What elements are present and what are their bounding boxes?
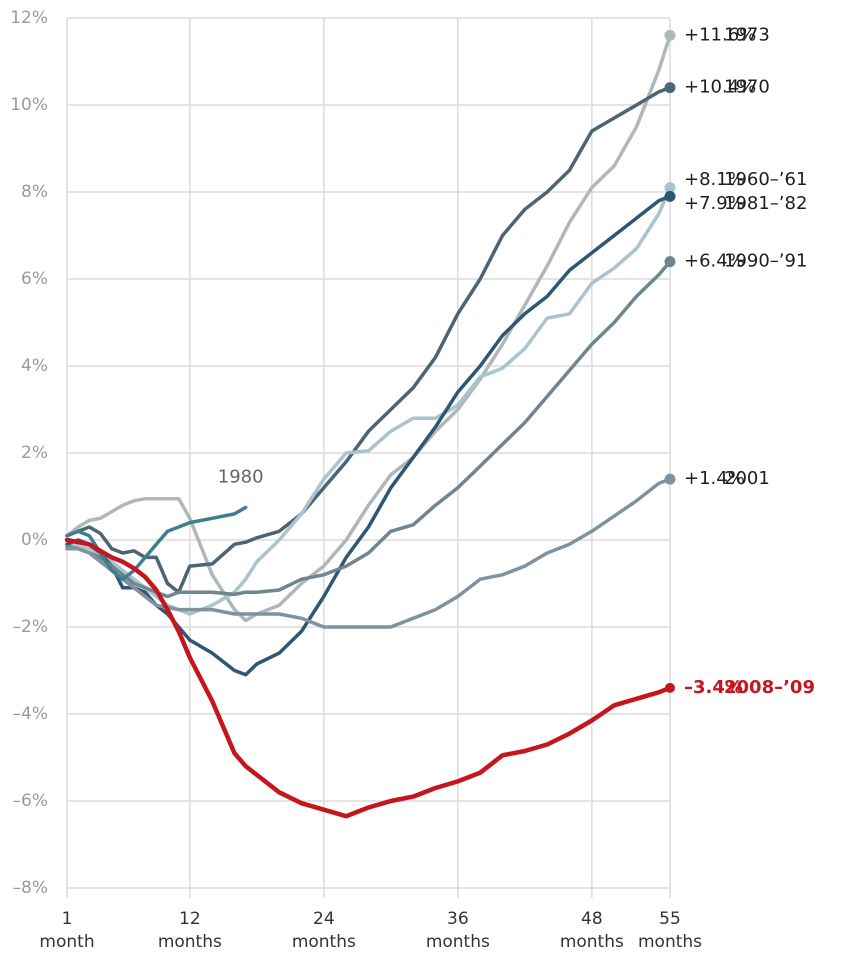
legend-label: 1973 bbox=[724, 24, 770, 45]
x-tick-label: 36 months bbox=[425, 909, 490, 952]
legend-label: 1970 bbox=[724, 77, 770, 98]
x-tick-label: 12 months bbox=[157, 909, 222, 952]
end-dot bbox=[665, 682, 675, 693]
series-line bbox=[65, 85, 672, 594]
end-dot bbox=[664, 182, 676, 194]
legend-label: 1960–’61 bbox=[724, 169, 807, 190]
end-dot bbox=[664, 256, 676, 268]
series-line bbox=[64, 537, 673, 819]
y-tick-label: 4% bbox=[21, 356, 48, 376]
legend-label: 1981–’82 bbox=[724, 193, 807, 214]
x-tick-label: 48 months bbox=[559, 909, 624, 952]
y-tick-label: –6% bbox=[13, 791, 48, 811]
y-tick-label: 12% bbox=[10, 8, 48, 28]
value-label: +8.1% bbox=[684, 169, 745, 190]
y-tick-label: 0% bbox=[21, 530, 48, 550]
value-label: +7.9% bbox=[684, 193, 745, 214]
y-tick-label: –2% bbox=[13, 617, 48, 637]
series-line bbox=[65, 505, 248, 581]
value-label: –3.4% bbox=[684, 677, 743, 698]
y-tick-label: –8% bbox=[13, 878, 48, 898]
x-tick-label: 55 months bbox=[637, 909, 703, 952]
y-tick-label: 10% bbox=[10, 95, 48, 115]
end-dot bbox=[664, 82, 676, 94]
value-label: +11.6% bbox=[684, 24, 756, 45]
y-tick-label: –4% bbox=[13, 704, 48, 724]
end-dot bbox=[664, 473, 676, 485]
end-dot bbox=[664, 29, 676, 41]
x-tick-label: 1 month bbox=[39, 909, 95, 952]
value-label: +6.4% bbox=[684, 251, 745, 272]
series-line bbox=[65, 259, 672, 599]
value-label: +1.4% bbox=[684, 468, 745, 489]
y-tick-label: 2% bbox=[21, 443, 48, 463]
series-line bbox=[65, 477, 672, 629]
x-tick-label: 24 months bbox=[291, 909, 356, 952]
series-line bbox=[65, 194, 672, 677]
value-label: +10.4% bbox=[684, 77, 756, 98]
series-line bbox=[65, 185, 672, 616]
y-tick-label: 8% bbox=[21, 182, 48, 202]
end-dot bbox=[664, 190, 676, 202]
series-name-label: 1980 bbox=[218, 466, 264, 487]
legend-label: 1990–’91 bbox=[724, 251, 807, 272]
series-line bbox=[65, 33, 672, 623]
y-tick-label: 6% bbox=[21, 269, 48, 289]
legend-label: 2008–’09 bbox=[724, 677, 815, 698]
legend-label: 2001 bbox=[724, 468, 770, 489]
